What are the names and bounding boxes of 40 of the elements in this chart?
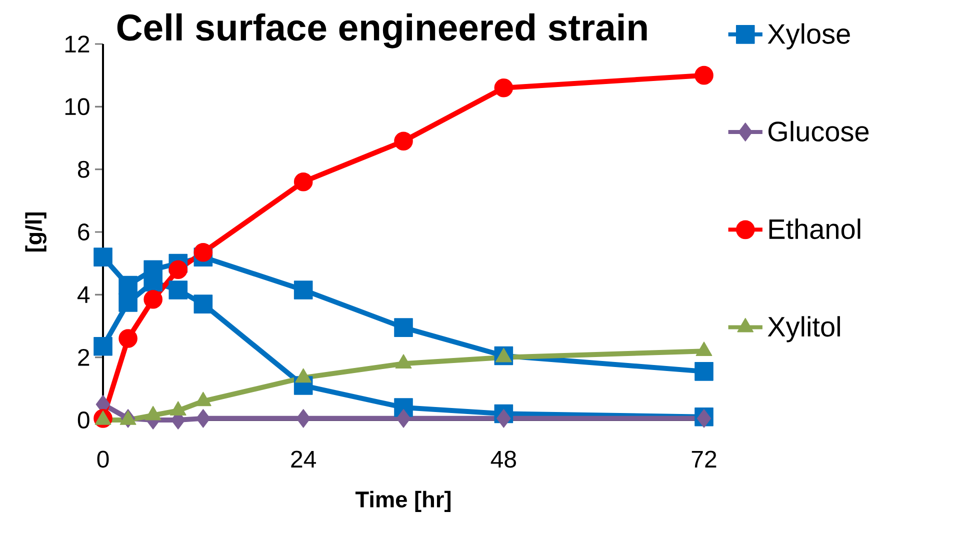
point [294,172,313,192]
point [694,362,714,381]
point [496,409,511,428]
x-tick-label: 72 [692,450,716,468]
y-tick-label: 6 [78,223,90,240]
point [394,318,413,337]
point [494,78,514,98]
x-tick-label: 24 [291,450,316,468]
point [694,66,714,85]
point [194,242,213,262]
point [394,132,413,151]
x-tick-label: 48 [490,450,516,468]
point [118,329,138,348]
y-tick-label: 12 [65,36,90,52]
legend-label: Glucose [768,120,869,142]
point [144,290,162,309]
y-axis-title: [g/l] [25,212,46,252]
point [118,276,138,295]
legend-label: Xylitol [768,316,840,342]
x-tick-label: 0 [97,450,109,468]
point [168,280,188,300]
chart-title: Cell surface engineered strain [117,13,647,48]
point [118,293,138,312]
point [94,336,112,356]
y-tick-label: 0 [78,411,90,428]
point [94,248,112,266]
legend-label: Ethanol [769,218,860,240]
legend-label: Xylose [768,23,850,50]
point [194,294,213,314]
y-tick-label: 10 [65,98,90,116]
y-tick-label: 8 [78,160,90,178]
point [196,409,210,428]
point [396,409,411,428]
y-tick-label: 2 [78,348,90,366]
x-axis-title: Time [hr] [355,490,450,512]
point [144,260,162,279]
y-tick-label: 4 [77,286,90,303]
point [168,260,188,279]
point [296,409,310,428]
point [294,280,313,300]
